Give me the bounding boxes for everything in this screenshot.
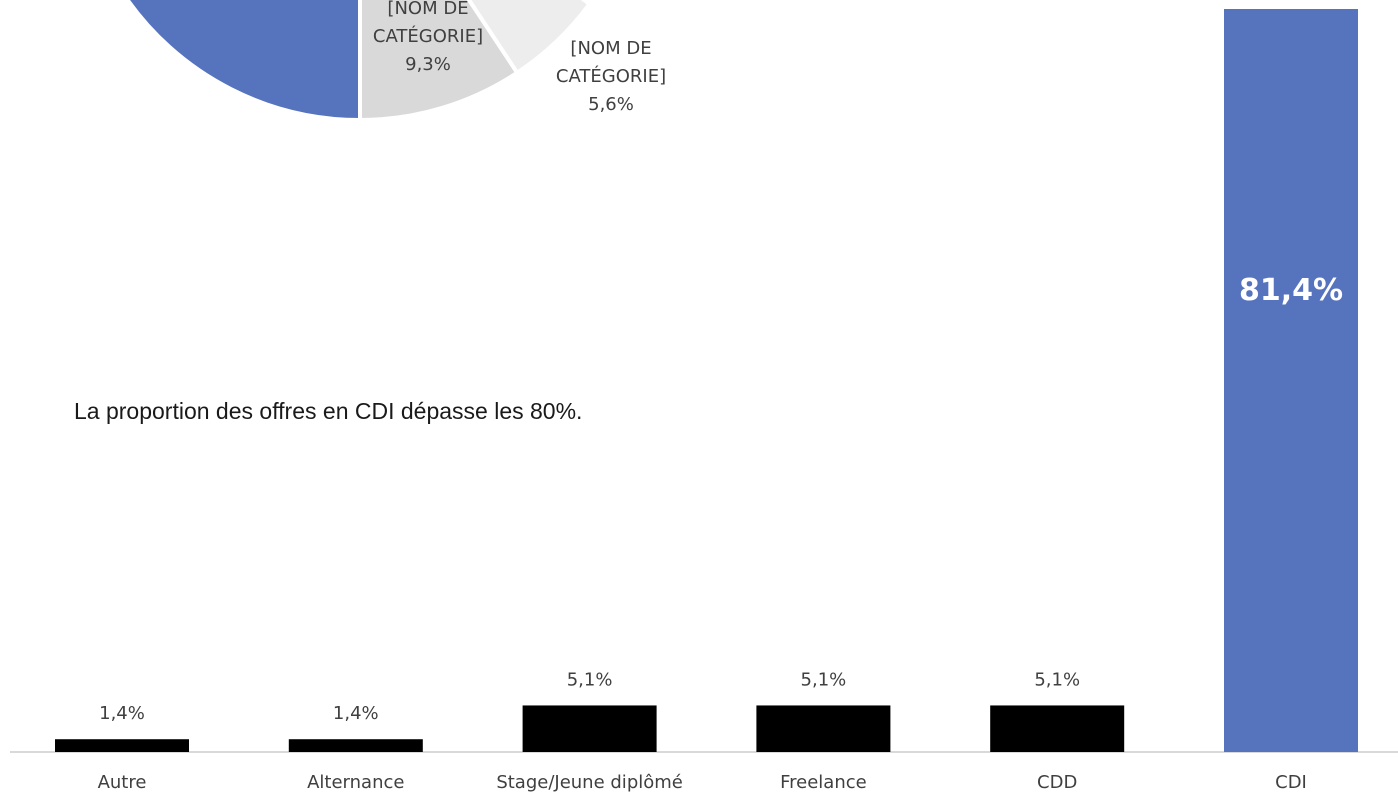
bar-value-label: 1,4%: [99, 703, 145, 724]
x-tick-label: Autre: [98, 772, 147, 793]
pie-category-label: CATÉGORIE]: [556, 65, 666, 87]
pie-slice-3: [466, 0, 592, 75]
x-tick-label: Stage/Jeune diplômé: [496, 772, 683, 793]
pie-chart: [NOM DE CATÉGORIE] 9,3% [NOM DE CATÉGORIE] 5,…: [125, 0, 666, 122]
pie-value-label: 9,3%: [405, 54, 451, 75]
bar-value-label: 81,4%: [1239, 273, 1343, 308]
x-tick-label: CDD: [1037, 772, 1077, 793]
pie-slice-2: [358, 0, 520, 122]
bar-stage-jeune-dipl-m-: [522, 705, 657, 752]
bar-chart: 1,4% Autre 1,4% Alternance 5,1% Stage/Jeune d…: [10, 9, 1398, 793]
x-tick-label: Alternance: [307, 772, 404, 793]
pie-slice-main: [125, 0, 362, 122]
pie-category-label: [NOM DE: [570, 38, 651, 59]
pie-category-label: CATÉGORIE]: [373, 25, 483, 47]
bar-value-label: 5,1%: [567, 669, 613, 690]
bar-cdd: [990, 705, 1125, 752]
x-tick-label: CDI: [1275, 772, 1307, 793]
bar-alternance: [288, 739, 423, 752]
x-tick-label: Freelance: [780, 772, 867, 793]
pie-value-label: 5,6%: [588, 94, 634, 115]
bar-value-label: 5,1%: [1034, 669, 1080, 690]
bar-value-label: 1,4%: [333, 703, 379, 724]
bar-freelance: [756, 705, 891, 752]
pie-category-label: [NOM DE: [387, 0, 468, 19]
chart-caption: La proportion des offres en CDI dépasse …: [74, 398, 583, 424]
bar-value-label: 5,1%: [801, 669, 847, 690]
bar-autre: [55, 739, 189, 752]
bar-cdi: [1224, 9, 1358, 752]
